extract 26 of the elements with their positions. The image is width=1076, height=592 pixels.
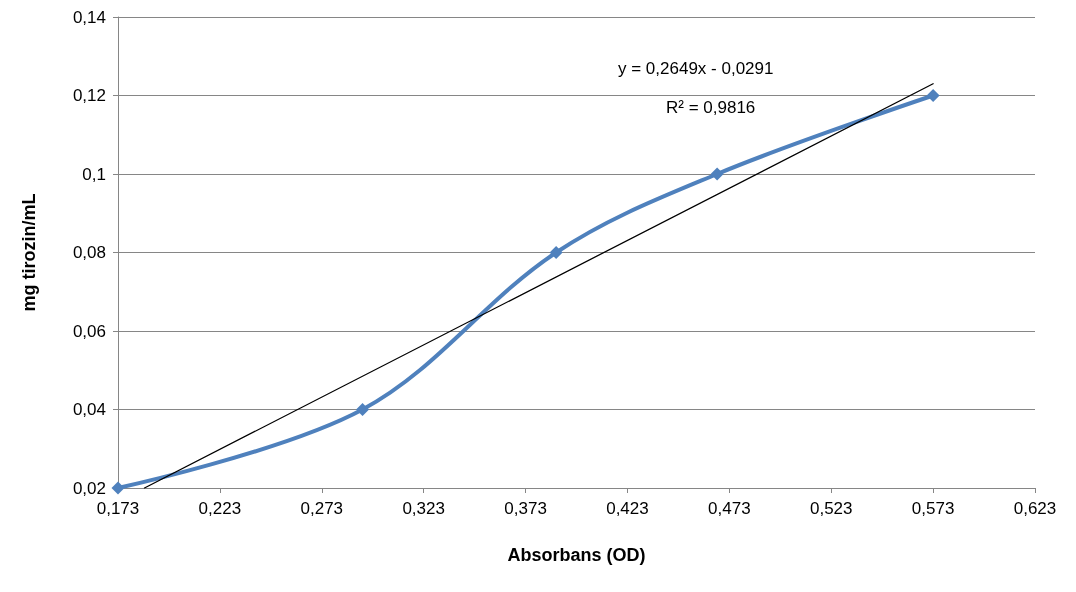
y-tick-label: 0,14 (72, 7, 106, 27)
point (710, 167, 724, 181)
x-tick-label: 0,223 (198, 499, 242, 518)
x-tick-label: 0,373 (504, 499, 547, 518)
x-axis-title: Absorbans (OD) (507, 545, 646, 565)
x-tick-label: 0,323 (402, 499, 445, 518)
y-axis-title: mg tirozin/mL (19, 193, 39, 312)
point (356, 403, 370, 416)
point (549, 246, 563, 259)
x-tick-label: 0,173 (96, 499, 140, 518)
point (111, 481, 125, 495)
x-tick-label: 0,623 (1013, 499, 1057, 518)
annotation: y = 0,2649x - 0,0291 (618, 59, 774, 78)
point (926, 89, 940, 102)
x-tick-label: 0,423 (606, 499, 649, 518)
y-tick-label: 0,1 (82, 164, 106, 184)
y-tick-label: 0,08 (72, 243, 106, 262)
x-tick-label: 0,573 (911, 499, 955, 518)
x-tick-label: 0,273 (300, 499, 344, 518)
y-tick-label: 0,02 (72, 478, 106, 498)
annotation: R² = 0,9816 (666, 98, 756, 117)
y-tick-label: 0,04 (72, 400, 106, 419)
x-tick-label: 0,523 (809, 499, 853, 518)
y-tick-label: 0,06 (72, 321, 106, 341)
y-tick-label: 0,12 (72, 86, 106, 105)
x-tick-label: 0,473 (708, 499, 751, 518)
